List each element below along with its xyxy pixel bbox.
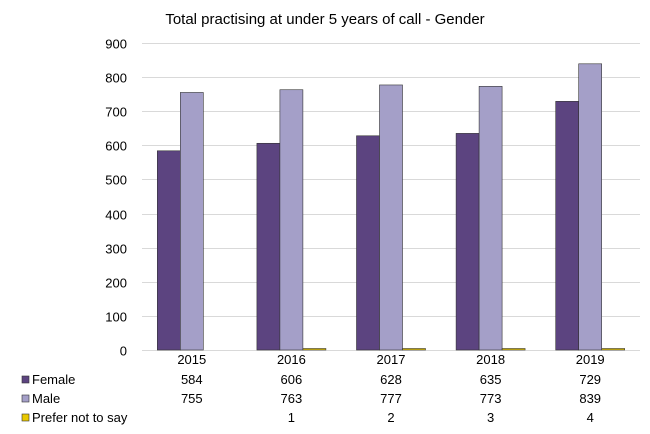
bar-male xyxy=(578,63,603,351)
y-tick-label: 900 xyxy=(105,37,127,52)
bar-prefer-not-to-say xyxy=(601,348,626,351)
x-tick-label: 2019 xyxy=(576,352,605,367)
data-table: 2015 2016 2017 2018 2019 Female 584 606 628 635 72… xyxy=(21,352,605,425)
data-table-value: 729 xyxy=(579,372,601,387)
y-tick-label: 400 xyxy=(105,208,127,223)
x-tick-label: 2016 xyxy=(277,352,306,367)
legend-label: Female xyxy=(32,372,75,387)
data-table-value: 1 xyxy=(288,410,295,425)
y-tick-label: 200 xyxy=(105,276,127,291)
y-tick-label: 500 xyxy=(105,173,127,188)
data-table-value: 635 xyxy=(480,372,502,387)
data-table-value: 755 xyxy=(181,391,203,406)
legend-label: Prefer not to say xyxy=(32,410,128,425)
data-table-value: 584 xyxy=(181,372,203,387)
data-table-value: 4 xyxy=(587,410,594,425)
bar-prefer-not-to-say xyxy=(501,348,526,351)
y-tick-label: 600 xyxy=(105,139,127,154)
data-table-value: 839 xyxy=(579,391,601,406)
x-tick-label: 2015 xyxy=(177,352,206,367)
bar-male xyxy=(180,92,204,351)
bar-prefer-not-to-say xyxy=(402,348,426,351)
bar-female xyxy=(256,142,281,351)
legend-swatch xyxy=(21,413,30,422)
bar-prefer-not-to-say xyxy=(302,348,327,351)
x-tick-label: 2018 xyxy=(476,352,505,367)
y-tick-label: 0 xyxy=(120,344,127,359)
y-tick-label: 300 xyxy=(105,242,127,257)
chart-title: Total practising at under 5 years of cal… xyxy=(165,11,484,28)
y-tick-label: 700 xyxy=(105,105,127,120)
data-table-value: 777 xyxy=(380,391,402,406)
bar-male xyxy=(379,84,403,351)
y-tick-label: 100 xyxy=(105,310,127,325)
x-tick-label: 2017 xyxy=(377,352,406,367)
data-table-value: 606 xyxy=(281,372,303,387)
data-table-value: 628 xyxy=(380,372,402,387)
data-table-value: 773 xyxy=(480,391,502,406)
y-axis: 0 100 200 300 400 500 600 700 800 900 xyxy=(105,37,127,359)
bar-female xyxy=(356,135,380,351)
bar-female xyxy=(157,150,181,351)
data-table-value: 3 xyxy=(487,410,494,425)
legend-swatch xyxy=(21,394,30,403)
y-tick-label: 800 xyxy=(105,71,127,86)
data-table-value: 2 xyxy=(387,410,394,425)
bar-male xyxy=(478,86,503,351)
bar-female xyxy=(555,101,580,351)
data-table-value: 763 xyxy=(281,391,303,406)
bars xyxy=(157,63,626,351)
legend-swatch xyxy=(21,375,30,384)
bar-female xyxy=(455,133,480,351)
legend-label: Male xyxy=(32,391,60,406)
bar-male xyxy=(279,89,304,351)
